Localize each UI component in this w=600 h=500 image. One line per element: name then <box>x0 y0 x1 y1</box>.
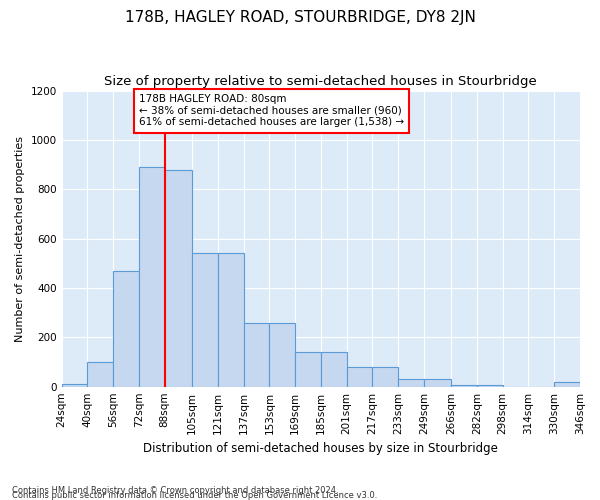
Bar <box>269 322 295 386</box>
Bar <box>424 380 451 386</box>
Bar <box>244 322 269 386</box>
Bar <box>113 270 139 386</box>
Bar <box>62 384 88 386</box>
Bar <box>139 167 164 386</box>
Text: 178B HAGLEY ROAD: 80sqm
← 38% of semi-detached houses are smaller (960)
61% of s: 178B HAGLEY ROAD: 80sqm ← 38% of semi-de… <box>139 94 404 128</box>
Bar <box>218 254 244 386</box>
Bar <box>554 382 580 386</box>
Title: Size of property relative to semi-detached houses in Stourbridge: Size of property relative to semi-detach… <box>104 75 537 88</box>
Y-axis label: Number of semi-detached properties: Number of semi-detached properties <box>15 136 25 342</box>
Bar <box>373 367 398 386</box>
Bar <box>192 254 218 386</box>
Bar <box>88 362 113 386</box>
Text: Contains HM Land Registry data © Crown copyright and database right 2024.: Contains HM Land Registry data © Crown c… <box>12 486 338 495</box>
Text: Contains public sector information licensed under the Open Government Licence v3: Contains public sector information licen… <box>12 491 377 500</box>
Bar <box>321 352 347 386</box>
Text: 178B, HAGLEY ROAD, STOURBRIDGE, DY8 2JN: 178B, HAGLEY ROAD, STOURBRIDGE, DY8 2JN <box>125 10 475 25</box>
Bar <box>398 380 424 386</box>
Bar <box>295 352 321 386</box>
Bar <box>164 170 192 386</box>
Bar <box>347 367 373 386</box>
X-axis label: Distribution of semi-detached houses by size in Stourbridge: Distribution of semi-detached houses by … <box>143 442 498 455</box>
